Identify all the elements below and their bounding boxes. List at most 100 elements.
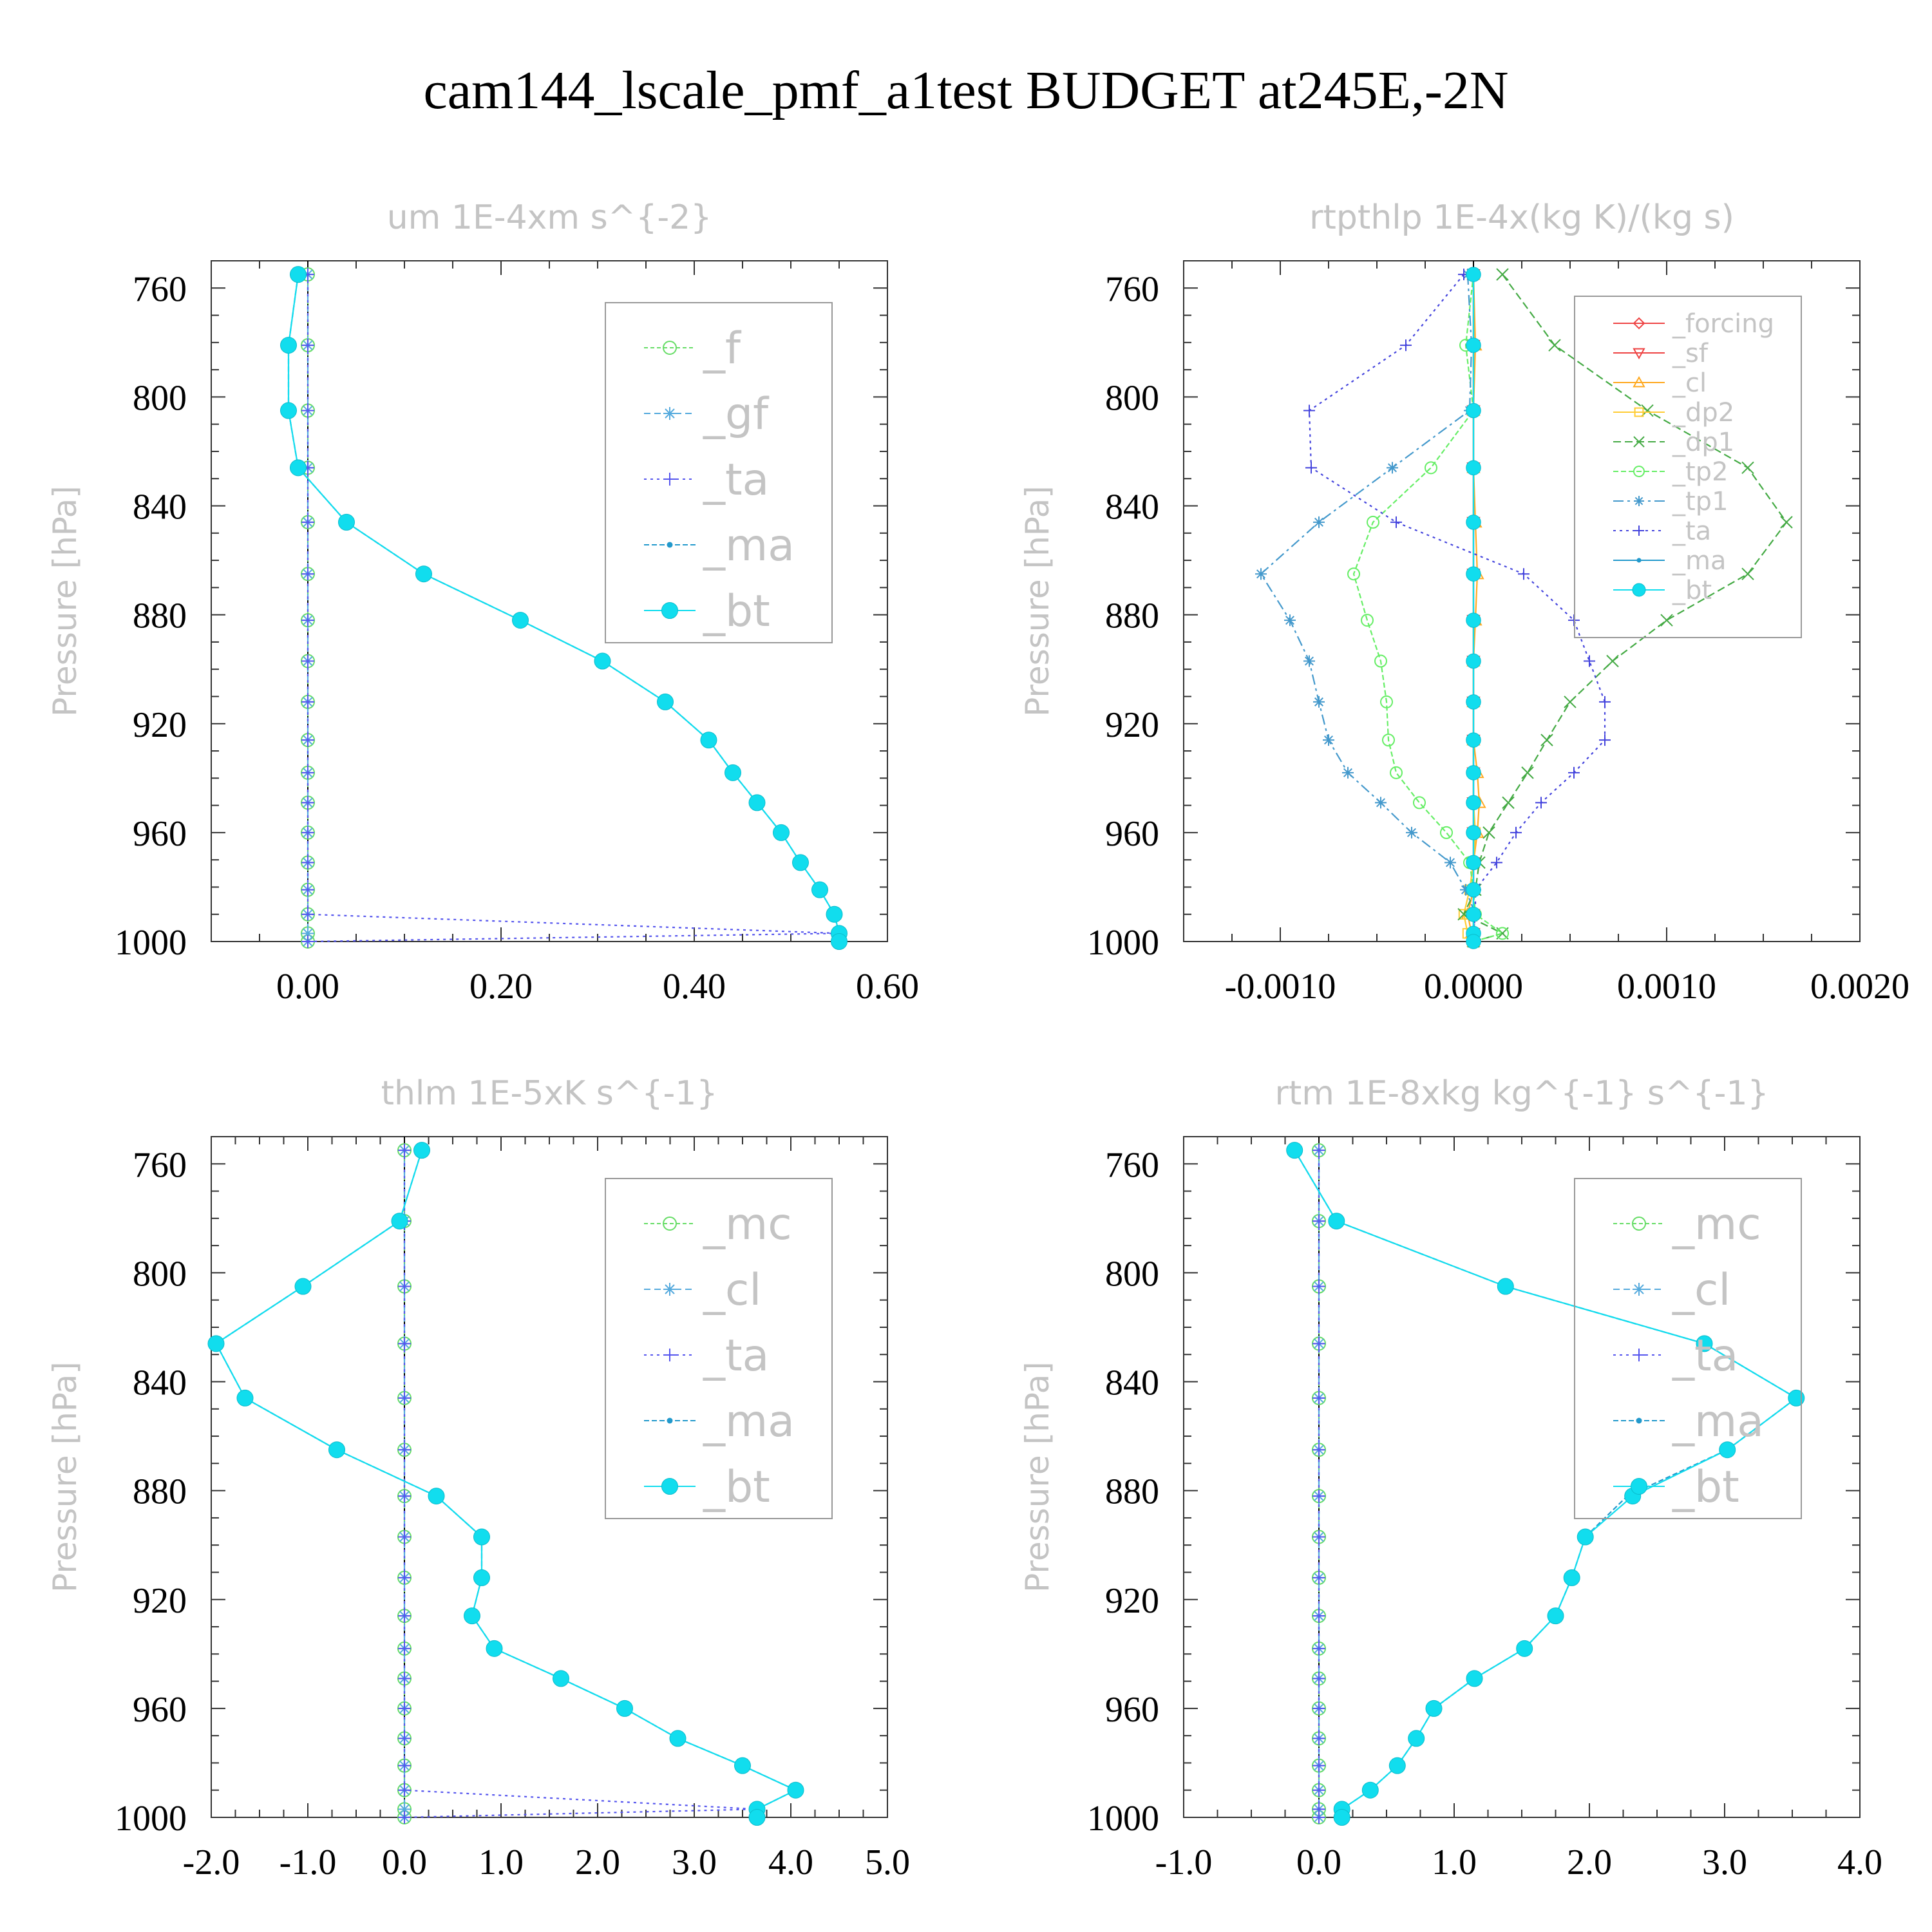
data-point (512, 612, 529, 629)
data-point (1380, 695, 1393, 708)
data-point (290, 459, 307, 477)
data-point (1388, 1757, 1406, 1774)
data-point (280, 402, 297, 419)
legend-marker (1633, 1349, 1645, 1361)
x-tick-label: 0.0 (1296, 1842, 1341, 1882)
data-point (1599, 734, 1611, 746)
y-tick-label: 800 (1105, 378, 1159, 418)
data-point (1496, 927, 1509, 940)
data-point (1466, 337, 1481, 353)
data-point (1312, 1215, 1325, 1228)
series-line (1260, 274, 1477, 942)
legend-marker (663, 407, 676, 420)
y-tick-label: 880 (1105, 596, 1159, 636)
legend-label: _cl (1672, 1265, 1730, 1316)
data-point (1312, 1337, 1325, 1350)
data-point (1387, 462, 1398, 474)
data-point (398, 1783, 411, 1797)
data-point (464, 1607, 480, 1625)
y-tick-label: 760 (1105, 1145, 1159, 1185)
data-point (1413, 796, 1426, 810)
series-dp1 (1457, 268, 1793, 948)
series-line (1463, 274, 1788, 943)
data-point (1367, 515, 1379, 529)
data-point (486, 1640, 503, 1657)
data-point (1548, 339, 1561, 352)
data-point (1312, 1490, 1325, 1503)
data-point (301, 935, 314, 948)
y-tick-label: 920 (133, 1581, 187, 1621)
legend-label: _sf (1672, 339, 1709, 368)
data-point (773, 824, 790, 841)
data-point (1312, 1443, 1325, 1457)
data-point (290, 266, 307, 283)
x-tick-label: 2.0 (575, 1842, 620, 1882)
data-point (301, 515, 314, 529)
legend-marker (1634, 407, 1644, 417)
legend-marker (1633, 317, 1645, 330)
y-tick-label: 880 (133, 596, 187, 636)
data-point (748, 794, 766, 811)
data-point (1400, 339, 1412, 352)
data-point (398, 1642, 411, 1655)
legend-label: _cl (703, 1265, 761, 1316)
data-point (280, 337, 297, 354)
data-point (1312, 1144, 1325, 1157)
data-point (1466, 515, 1481, 530)
legend-marker (663, 1283, 676, 1296)
y-axis-label: Pressure [hPa] (46, 1361, 84, 1593)
legend-label: _ma (703, 1396, 795, 1447)
y-tick-label: 960 (133, 814, 187, 854)
y-tick-label: 960 (1105, 1690, 1159, 1730)
legend-label: _gf (703, 389, 770, 440)
legend-marker (663, 473, 676, 486)
data-point (398, 1732, 411, 1745)
legend-marker (1633, 1283, 1645, 1296)
x-tick-label: 1.0 (478, 1842, 524, 1882)
legend-marker (1633, 436, 1645, 448)
data-point (1466, 612, 1481, 628)
data-point (1466, 882, 1481, 898)
data-point (1599, 696, 1611, 708)
data-point (1312, 1642, 1325, 1655)
legend-label: _ma (703, 520, 795, 571)
data-point (1312, 1672, 1325, 1685)
legend-marker (667, 1417, 673, 1424)
data-point (1313, 696, 1325, 708)
data-point (1466, 825, 1481, 840)
data-point (1466, 694, 1481, 710)
x-tick-label: 1.0 (1432, 1842, 1477, 1882)
panel-4: rtm 1E-8xkg kg^{-1} s^{-1} Pressure [hPa]… (1019, 1074, 1882, 1882)
x-tick-label: 0.0020 (1810, 967, 1909, 1007)
data-point (1444, 857, 1456, 869)
series-line (1308, 274, 1606, 942)
data-point (1342, 766, 1354, 779)
legend-label: _tp2 (1672, 457, 1728, 487)
y-tick-label: 920 (1105, 1581, 1159, 1621)
data-point (1780, 516, 1793, 529)
x-tick-label: 3.0 (1702, 1842, 1747, 1882)
data-point (1312, 1391, 1325, 1405)
data-point (1408, 1730, 1425, 1747)
data-point (1482, 826, 1495, 839)
data-point (338, 513, 355, 531)
data-point (1425, 461, 1437, 475)
data-point (236, 1389, 254, 1406)
x-tick-label: 5.0 (865, 1842, 910, 1882)
data-point (301, 826, 314, 839)
y-tick-label: 1000 (1087, 923, 1159, 963)
data-point (1577, 1528, 1594, 1546)
series-dp2 (1458, 269, 1481, 947)
y-tick-label: 960 (1105, 814, 1159, 854)
legend-box (1574, 1178, 1802, 1519)
y-tick-label: 1000 (115, 923, 187, 963)
data-point (1521, 766, 1534, 779)
x-tick-label: -2.0 (183, 1842, 240, 1882)
data-point (1382, 734, 1395, 747)
data-point (1719, 1441, 1736, 1459)
data-point (473, 1528, 490, 1546)
data-point (301, 339, 314, 352)
data-point (1374, 654, 1387, 668)
data-point (1540, 734, 1553, 746)
data-point (748, 1809, 766, 1826)
